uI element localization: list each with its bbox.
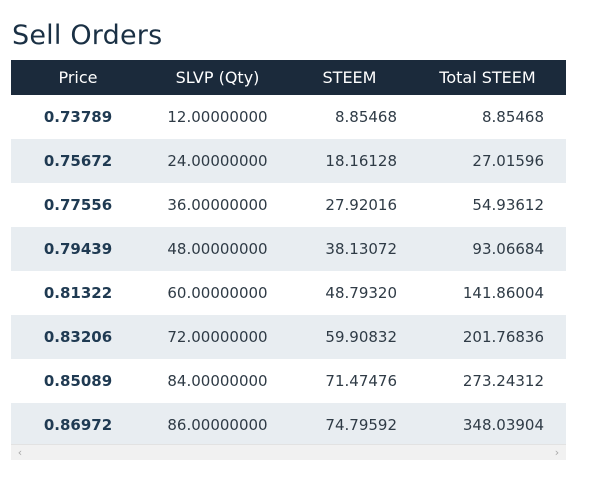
table-body: 0.73789 12.00000000 8.85468 8.85468 0.75…	[11, 95, 566, 447]
price-cell: 0.73789	[43, 108, 113, 126]
total-cell: 54.93612	[472, 196, 544, 214]
price-cell: 0.79439	[43, 240, 113, 258]
table-row[interactable]: 0.79439 48.00000000 38.13072 93.06684	[11, 227, 566, 271]
qty-cell: 24.00000000	[167, 152, 268, 170]
column-header-price: Price	[58, 68, 98, 87]
qty-cell: 84.00000000	[167, 372, 268, 390]
qty-cell: 86.00000000	[167, 416, 268, 434]
total-cell: 27.01596	[472, 152, 544, 170]
price-cell: 0.81322	[43, 284, 113, 302]
steem-cell: 18.16128	[325, 152, 397, 170]
qty-cell: 60.00000000	[167, 284, 268, 302]
steem-cell: 71.47476	[325, 372, 397, 390]
price-cell: 0.83206	[43, 328, 113, 346]
sell-orders-table-container: Price SLVP (Qty) STEEM Total STEEM 0.737…	[11, 60, 566, 447]
table-row[interactable]: 0.83206 72.00000000 59.90832 201.76836	[11, 315, 566, 359]
total-cell: 201.76836	[462, 328, 544, 346]
qty-cell: 72.00000000	[167, 328, 268, 346]
chevron-left-icon[interactable]: ‹	[17, 446, 23, 459]
steem-cell: 59.90832	[325, 328, 397, 346]
total-cell: 93.06684	[472, 240, 544, 258]
steem-cell: 8.85468	[334, 108, 397, 126]
total-cell: 141.86004	[462, 284, 544, 302]
table-row[interactable]: 0.73789 12.00000000 8.85468 8.85468	[11, 95, 566, 139]
steem-cell: 27.92016	[325, 196, 397, 214]
horizontal-scrollbar[interactable]: ‹ ›	[11, 444, 566, 460]
total-cell: 8.85468	[481, 108, 544, 126]
table-row[interactable]: 0.85089 84.00000000 71.47476 273.24312	[11, 359, 566, 403]
total-cell: 273.24312	[462, 372, 544, 390]
column-header-total: Total STEEM	[439, 68, 536, 87]
price-cell: 0.86972	[43, 416, 113, 434]
qty-cell: 36.00000000	[167, 196, 268, 214]
column-header-steem: STEEM	[322, 68, 377, 87]
qty-cell: 12.00000000	[167, 108, 268, 126]
total-cell: 348.03904	[462, 416, 544, 434]
table-row[interactable]: 0.81322 60.00000000 48.79320 141.86004	[11, 271, 566, 315]
column-header-qty: SLVP (Qty)	[175, 68, 260, 87]
qty-cell: 48.00000000	[167, 240, 268, 258]
chevron-right-icon[interactable]: ›	[554, 446, 560, 459]
steem-cell: 48.79320	[325, 284, 397, 302]
table-row[interactable]: 0.75672 24.00000000 18.16128 27.01596	[11, 139, 566, 183]
price-cell: 0.75672	[43, 152, 113, 170]
table-row[interactable]: 0.86972 86.00000000 74.79592 348.03904	[11, 403, 566, 447]
table-header-row: Price SLVP (Qty) STEEM Total STEEM	[11, 60, 566, 95]
table-header: Price SLVP (Qty) STEEM Total STEEM	[11, 60, 566, 95]
price-cell: 0.77556	[43, 196, 113, 214]
table-row[interactable]: 0.77556 36.00000000 27.92016 54.93612	[11, 183, 566, 227]
page-title: Sell Orders	[12, 20, 163, 51]
steem-cell: 38.13072	[325, 240, 397, 258]
sell-orders-table: Price SLVP (Qty) STEEM Total STEEM 0.737…	[11, 60, 566, 447]
steem-cell: 74.79592	[325, 416, 397, 434]
price-cell: 0.85089	[43, 372, 113, 390]
